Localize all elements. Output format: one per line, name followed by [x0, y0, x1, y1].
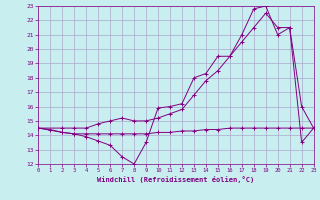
X-axis label: Windchill (Refroidissement éolien,°C): Windchill (Refroidissement éolien,°C) [97, 176, 255, 183]
